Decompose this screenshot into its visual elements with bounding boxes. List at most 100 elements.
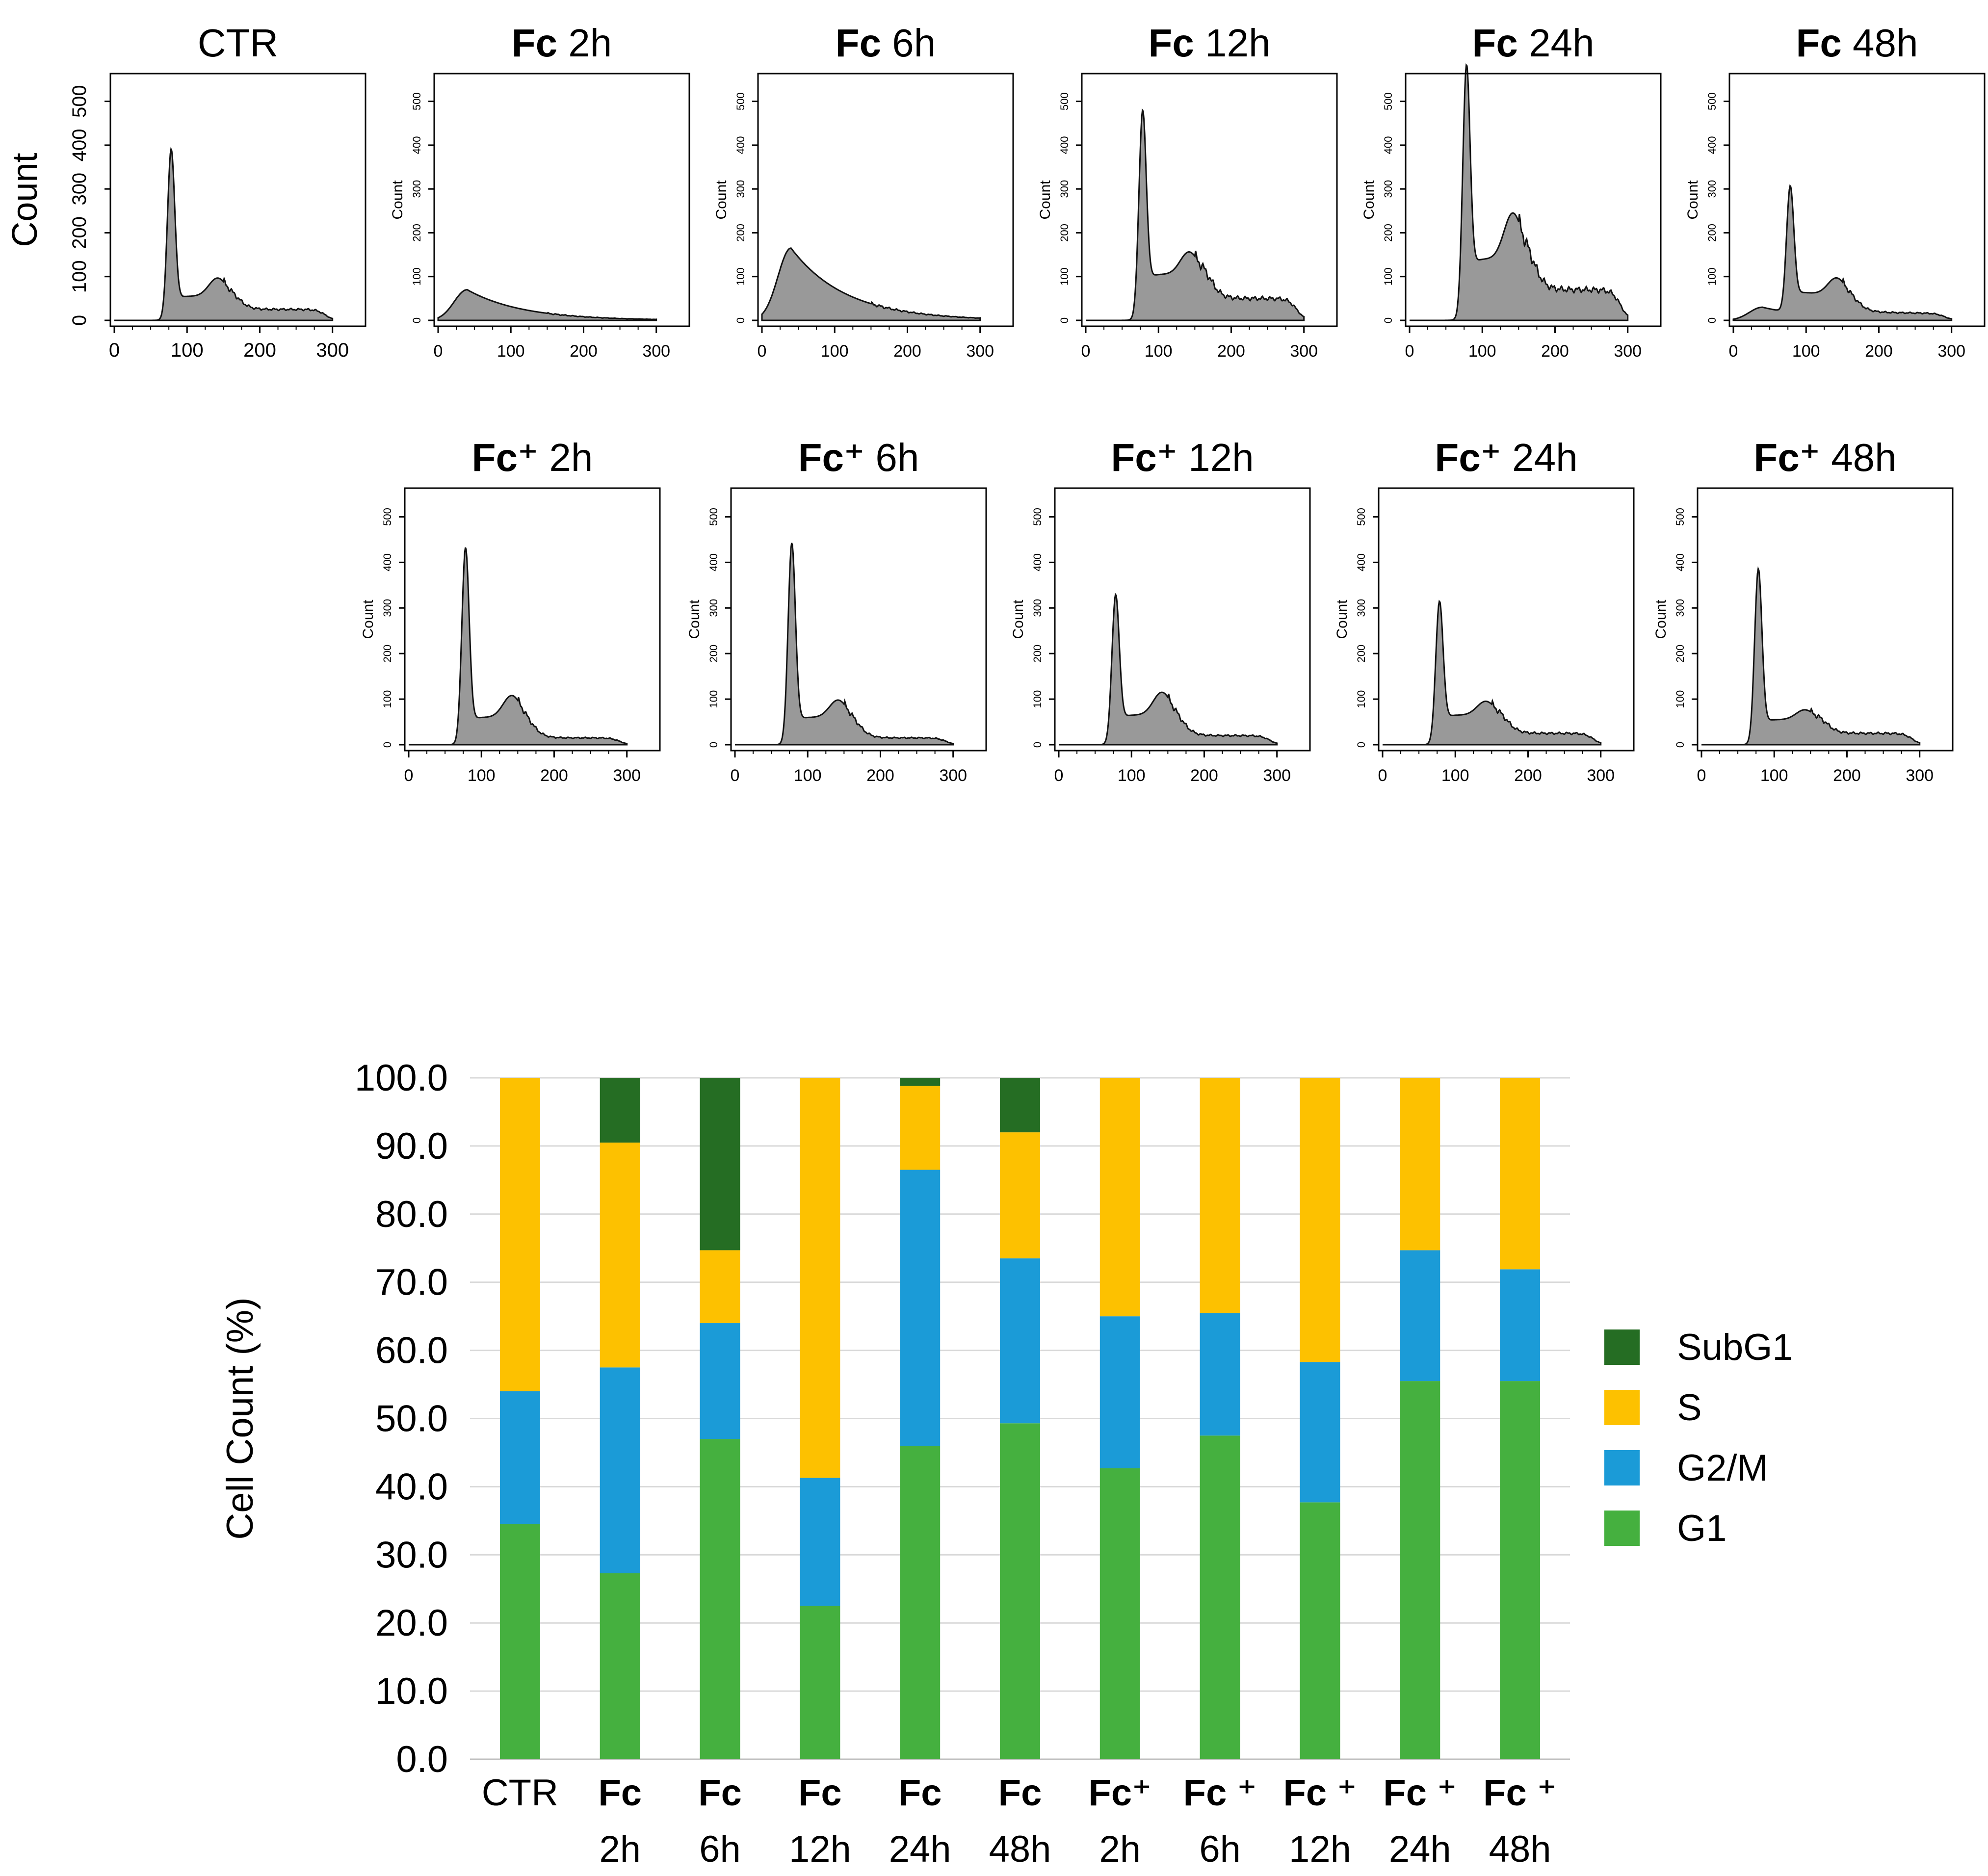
y-tick-label: 200 xyxy=(1382,224,1394,242)
y-tick-label: 200 xyxy=(1706,224,1718,242)
bar-segment-g2-m xyxy=(1200,1313,1240,1436)
bar-segment-g2-m xyxy=(1099,1316,1140,1468)
histogram-title-bold: Fc⁺ xyxy=(1753,436,1820,479)
histogram-area xyxy=(1383,599,1602,746)
y-tick-label: 500 xyxy=(381,508,393,526)
x-tick-label: 300 xyxy=(1906,766,1934,785)
x-tick-label: 0 xyxy=(1054,766,1064,785)
y-axis-label: Count xyxy=(686,599,703,639)
x-tick-label: 0 xyxy=(731,766,740,785)
histogram-title: Fc 12h xyxy=(1148,21,1270,65)
x-tick-label: 300 xyxy=(1614,342,1642,361)
bar-segment-g1 xyxy=(1099,1468,1140,1759)
y-tick-label: 100.0 xyxy=(355,1057,448,1099)
x-category-time: 2h xyxy=(599,1828,641,1870)
y-tick-label: 0 xyxy=(734,317,747,323)
x-category-time: 6h xyxy=(1199,1828,1241,1870)
histogram-frame xyxy=(757,73,1014,327)
y-tick-label: 100 xyxy=(1058,267,1071,286)
y-tick-label: 200 xyxy=(1674,645,1686,663)
y-axis-label: Count xyxy=(390,180,406,220)
x-category-label: Fc ⁺ xyxy=(1183,1772,1257,1814)
bar-segment-g1 xyxy=(1200,1435,1240,1759)
x-tick-label: 0 xyxy=(434,342,443,361)
x-category-bold: Fc ⁺ xyxy=(1383,1772,1457,1814)
bar-segment-s xyxy=(600,1142,640,1368)
histogram-panels: CTR 0 100 200 300 0 100 200 300 400 500 Count Fc 2h 0… xyxy=(5,21,1986,785)
bar-segment-g2-m xyxy=(800,1478,840,1606)
y-tick-label: 500 xyxy=(1706,92,1718,110)
histogram-panel: Fc 24h 0 100 200 300 0 100 200 300 400 500 Count xyxy=(1361,21,1662,361)
x-tick-label: 200 xyxy=(1190,766,1218,785)
histogram-title: Fc⁺ 24h xyxy=(1435,436,1577,479)
y-tick-label: 500 xyxy=(707,508,720,526)
histogram-title: Fc 48h xyxy=(1796,21,1918,65)
bar-segment-g1 xyxy=(1400,1381,1440,1759)
y-tick-label: 100 xyxy=(1706,267,1718,286)
x-tick-label: 300 xyxy=(939,766,967,785)
y-tick-label: 0 xyxy=(1674,742,1686,748)
x-category-label: Fc ⁺ xyxy=(1383,1772,1457,1814)
y-tick-label: 400 xyxy=(1031,553,1044,572)
bar-segment-s xyxy=(1400,1078,1440,1251)
bar-segment-g1 xyxy=(800,1606,840,1759)
legend-swatch-g2-m xyxy=(1604,1450,1640,1485)
histogram-frame xyxy=(109,73,366,327)
bar-segment-g2-m xyxy=(1500,1269,1541,1381)
x-category-name: CTR xyxy=(482,1772,558,1814)
histogram-panel: Fc 2h 0 100 200 300 0 100 200 300 400 500 Count xyxy=(390,21,690,361)
histogram-frame xyxy=(433,73,690,327)
legend-label: G2/M xyxy=(1677,1447,1768,1489)
y-tick-label: 20.0 xyxy=(375,1602,448,1644)
y-tick-label: 300 xyxy=(1706,180,1718,198)
y-axis-label: Count xyxy=(1361,180,1377,220)
y-tick-label: 400 xyxy=(381,553,393,572)
x-tick-label: 100 xyxy=(794,766,822,785)
legend-label: G1 xyxy=(1677,1508,1726,1549)
x-category-time: 24h xyxy=(889,1828,951,1870)
y-axis-label: Count xyxy=(360,599,376,639)
x-category-time: 12h xyxy=(789,1828,851,1870)
bar-segment-s xyxy=(1000,1132,1040,1259)
x-tick-label: 200 xyxy=(1541,342,1569,361)
x-tick-label: 300 xyxy=(1263,766,1291,785)
x-tick-label: 100 xyxy=(821,342,849,361)
x-category-label: Fc xyxy=(898,1772,942,1814)
x-tick-label: 100 xyxy=(1441,766,1469,785)
x-tick-label: 100 xyxy=(468,766,496,785)
y-tick-label: 400 xyxy=(69,129,90,162)
x-tick-label: 100 xyxy=(497,342,525,361)
histogram-title: Fc 24h xyxy=(1472,21,1594,65)
x-tick-label: 100 xyxy=(1760,766,1788,785)
x-tick-label: 200 xyxy=(1865,342,1893,361)
histogram-area xyxy=(1732,184,1953,321)
stacked-bar-chart: 0.0 10.0 20.0 30.0 40.0 50.0 60.0 70.0 80.0 90.0 1… xyxy=(219,1057,1793,1870)
x-tick-label: 0 xyxy=(758,342,767,361)
histogram-title-bold: Fc xyxy=(1148,21,1194,65)
y-tick-label: 100 xyxy=(1355,690,1367,708)
y-tick-label: 300 xyxy=(69,173,90,206)
histogram-title-time: 24h xyxy=(1518,21,1595,65)
x-category-label: Fc ⁺ xyxy=(1483,1772,1557,1814)
x-tick-label: 100 xyxy=(171,339,204,361)
histogram-frame xyxy=(404,487,661,752)
x-tick-label: 300 xyxy=(316,339,349,361)
y-tick-label: 0 xyxy=(1706,317,1718,323)
histogram-title-time: 12h xyxy=(1194,21,1271,65)
y-axis-label: Count xyxy=(1010,599,1026,639)
x-category-bold: Fc xyxy=(798,1772,842,1814)
histogram-title: Fc⁺ 12h xyxy=(1111,436,1254,479)
histogram-frame xyxy=(1054,487,1311,752)
x-tick-label: 100 xyxy=(1118,766,1146,785)
x-category-time: 48h xyxy=(989,1828,1051,1870)
x-tick-label: 0 xyxy=(109,339,120,361)
histogram-title-time: 48h xyxy=(1842,21,1918,65)
bar-segment-g1 xyxy=(1300,1502,1340,1759)
y-tick-label: 200 xyxy=(411,224,423,242)
y-tick-label: 100 xyxy=(1382,267,1394,286)
y-tick-label: 100 xyxy=(707,690,720,708)
y-tick-label: 0 xyxy=(1382,317,1394,323)
histogram-frame xyxy=(1728,73,1986,327)
bar-segment-g1 xyxy=(1000,1423,1040,1759)
y-axis-label: Count xyxy=(5,153,45,247)
